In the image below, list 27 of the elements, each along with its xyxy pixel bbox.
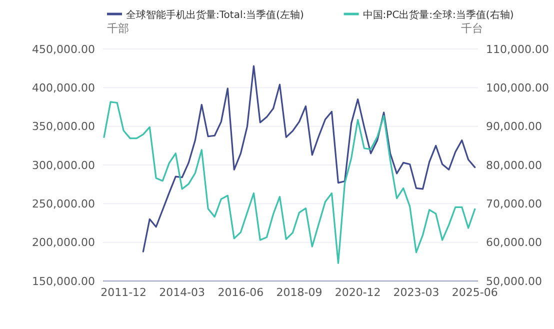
y2-tick-label: 90,000.00 xyxy=(486,120,542,134)
y-tick-label: 200,000.00 xyxy=(32,236,95,250)
y-axis-title: 千部 xyxy=(107,22,129,35)
y-tick-label: 450,000.00 xyxy=(32,42,95,56)
y2-tick-label: 110,000.00 xyxy=(486,42,549,56)
y2-tick-label: 80,000.00 xyxy=(486,158,542,172)
y-tick-label: 350,000.00 xyxy=(32,120,95,134)
x-tick-label: 2011-12 xyxy=(100,286,147,299)
line-series xyxy=(142,65,476,252)
y2-tick-label: 100,000.00 xyxy=(486,82,549,95)
x-tick-label: 2020-12 xyxy=(334,286,381,299)
x-tick-label: 2014-03 xyxy=(159,286,206,299)
y-tick-label: 250,000.00 xyxy=(32,198,95,211)
legend-label: 全球智能手机出货量:Total:当季值(左轴) xyxy=(126,9,304,21)
legend-label: 中国:PC出货量:全球:当季值(右轴) xyxy=(362,9,514,21)
x-tick-label: 2018-09 xyxy=(276,286,322,299)
line-series xyxy=(103,101,476,264)
y2-axis-title: 千台 xyxy=(461,22,483,35)
x-tick-label: 2016-06 xyxy=(218,286,264,299)
y-tick-label: 300,000.00 xyxy=(32,158,95,172)
y-tick-label: 150,000.00 xyxy=(32,274,95,288)
y2-tick-label: 70,000.00 xyxy=(486,198,542,211)
y-tick-label: 400,000.00 xyxy=(32,82,95,95)
y2-tick-label: 60,000.00 xyxy=(486,236,542,250)
x-tick-label: 2025-06 xyxy=(452,286,498,299)
y2-tick-label: 50,000.00 xyxy=(486,274,542,288)
x-tick-label: 2023-03 xyxy=(393,286,440,299)
